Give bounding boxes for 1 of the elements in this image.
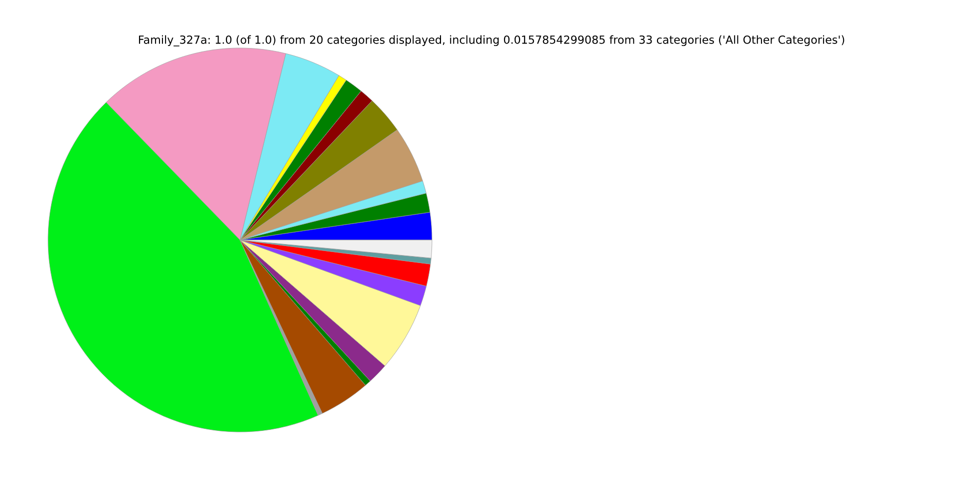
text: Family_327a: 1.0 (of 1.0) from 20 categories displayed, including 0.0157854299085 from 33 categories ('All Other Categories')	[139, 35, 844, 46]
